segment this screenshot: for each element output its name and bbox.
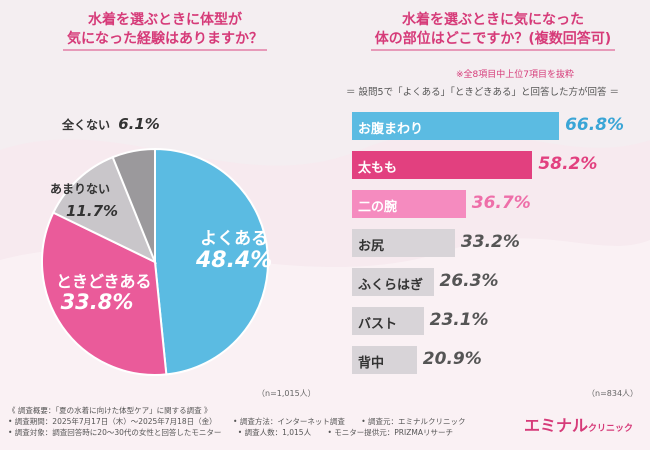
left-n-label: （n=1,015人） — [257, 389, 316, 398]
bar-1 — [352, 151, 533, 179]
pie-slice-yoku — [154, 147, 269, 376]
bar-value-2: 36.7% — [471, 193, 531, 213]
bar-3 — [352, 229, 455, 257]
footer-line1: 《 調査概要：「夏の水着に向けた体型ケア」に関する調査 》 — [8, 406, 212, 415]
right-note-top7: ※全8項目中上位7項目を抜粋 — [456, 70, 574, 80]
footer-provider: • モニター提供元：PRIZMAリサーチ — [327, 428, 453, 437]
bar-value-5: 23.1% — [429, 310, 489, 330]
right-note-respondents: ＝ 設問5で「よくある」「ときどきある」と回答した方が回答 ＝ — [346, 87, 620, 98]
bar-label-6: 背中 — [358, 356, 385, 371]
pie-label-amari-value: 11.7% — [66, 202, 119, 220]
footer-target: • 調査対象：調査回答時に20〜30代の女性と回答したモニター — [8, 428, 222, 437]
bar-value-1: 58.2% — [538, 154, 598, 174]
left-title-line1: 水着を選ぶときに体型が — [88, 12, 242, 28]
pie-label-amari-text: あまりない — [50, 182, 111, 196]
bar-4 — [352, 268, 434, 296]
bar-label-4: ふくらはぎ — [358, 278, 424, 293]
pie-slice-amari — [52, 155, 157, 265]
bar-label-2: 二の腕 — [358, 200, 398, 215]
left-chart-title: 水着を選ぶときに体型が 気になった経験はありますか？ — [40, 11, 290, 51]
bar-label-1: 太もも — [358, 161, 398, 176]
bar-value-6: 20.9% — [422, 349, 482, 369]
footer-source: • 調査元：エミナルクリニック — [361, 417, 466, 426]
bar-5 — [352, 307, 424, 335]
footer-count: • 調査人数：1,015人 — [237, 428, 312, 437]
bar-2 — [352, 190, 466, 218]
pie-label-tokidoki: ときどきある 33.8% — [56, 271, 152, 314]
pie-label-amari: あまりない 11.7% — [50, 178, 118, 222]
bar-value-4: 26.3% — [439, 271, 499, 291]
pie-slice-mattaku — [111, 147, 156, 263]
pie-label-tokidoki-text: ときどきある — [56, 272, 152, 291]
bar-6 — [352, 346, 417, 374]
right-title-line1: 水着を選ぶときに気になった — [402, 12, 584, 28]
survey-footer: 《 調査概要：「夏の水着に向けた体型ケア」に関する調査 》 • 調査期間：202… — [8, 405, 480, 438]
pie-label-yoku-text: よくある — [200, 229, 269, 249]
bar-label-3: お尻 — [358, 239, 385, 254]
right-chart-title: 水着を選ぶときに気になった 体の部位はどこですか？(複数回答可) — [358, 11, 628, 51]
right-n-label: （n=834人） — [587, 389, 639, 398]
pie-label-mattaku-value: 6.1% — [118, 115, 160, 133]
pie-label-yoku: よくある 48.4% — [196, 228, 272, 272]
left-title-line2: 気になった経験はありますか？ — [63, 30, 267, 51]
bar-label-5: バスト — [358, 317, 398, 332]
pie-label-yoku-value: 48.4% — [196, 248, 273, 273]
footer-method: • 調査方法：インターネット調査 — [233, 417, 345, 426]
pie-label-mattaku: 全くない 6.1% — [62, 115, 160, 133]
bar-value-3: 33.2% — [460, 232, 520, 252]
pie-label-mattaku-text: 全くない — [62, 118, 111, 132]
eminal-clinic-logo: エミナルクリニック — [524, 412, 633, 436]
right-title-line2: 体の部位はどこですか？(複数回答可) — [370, 30, 616, 51]
pie-label-tokidoki-value: 33.8% — [60, 290, 134, 314]
bar-label-0: お腹まわり — [358, 122, 424, 137]
footer-period: • 調査期間：2025年7月17日（木）〜2025年7月18日（金） — [8, 417, 217, 426]
logo-sub: クリニック — [588, 424, 634, 434]
logo-main: エミナル — [524, 416, 589, 435]
bar-value-0: 66.8% — [565, 115, 625, 135]
bar-0 — [352, 112, 560, 140]
